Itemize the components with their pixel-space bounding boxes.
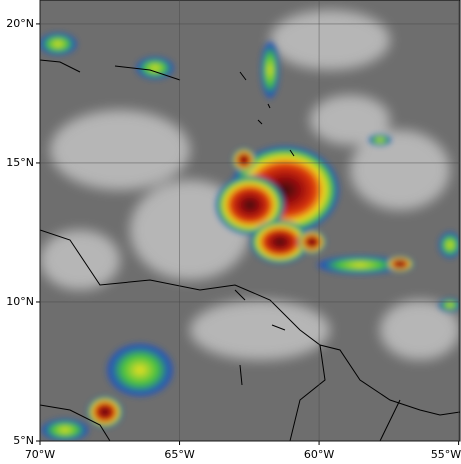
x-tick-label: 60°W [304,448,334,461]
axes: 70°W 65°W 60°W 55°W 5°N 10°N 15°N 20°N [6,0,461,461]
x-tick-label: 65°W [164,448,194,461]
y-tick-label: 5°N [13,434,34,447]
x-tick-label: 55°W [431,448,461,461]
y-tick-label: 20°N [6,17,34,30]
y-tick-label: 10°N [6,295,34,308]
coastlines [40,59,460,441]
y-tick-label: 15°N [6,156,34,169]
x-tick-label: 70°W [25,448,55,461]
satellite-image [40,0,460,441]
